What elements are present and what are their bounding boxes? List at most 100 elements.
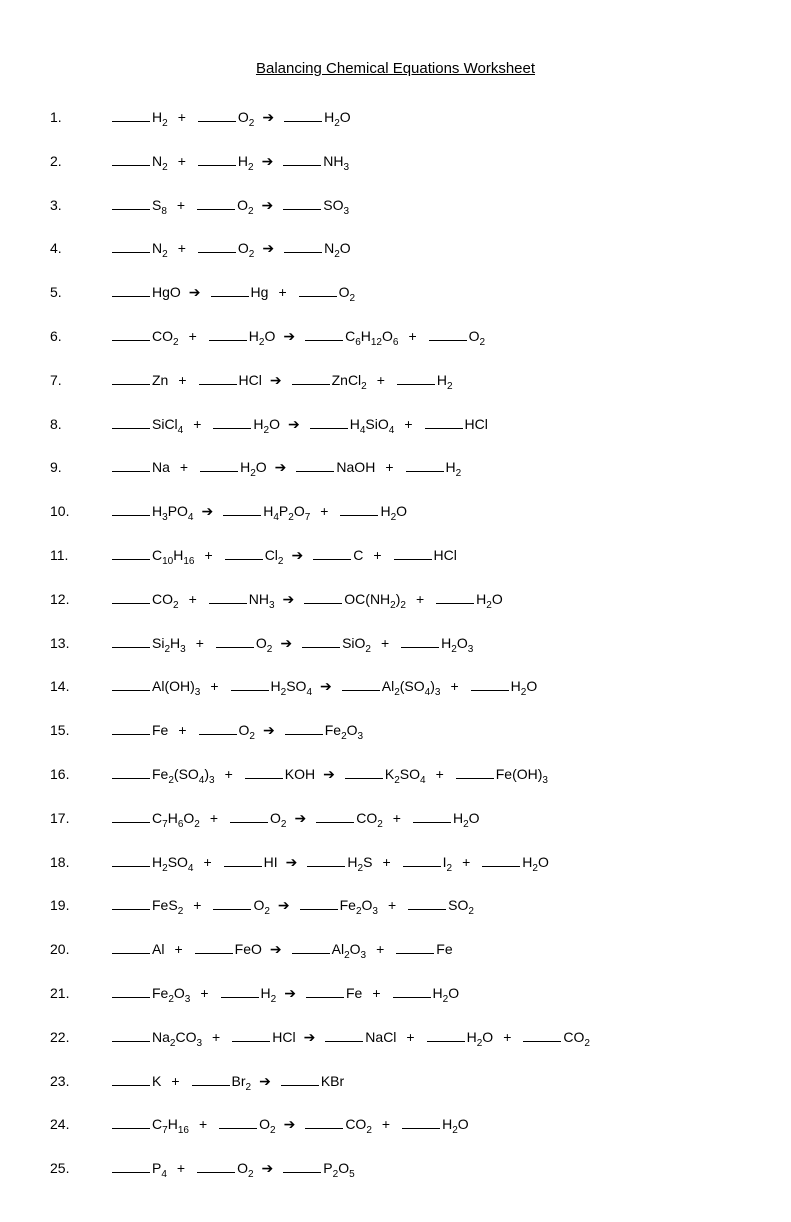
coefficient-blank[interactable] <box>316 808 354 823</box>
coefficient-blank[interactable] <box>216 633 254 648</box>
coefficient-blank[interactable] <box>401 633 439 648</box>
coefficient-blank[interactable] <box>325 1027 363 1042</box>
coefficient-blank[interactable] <box>471 676 509 691</box>
chemical-formula: NH3 <box>323 152 349 175</box>
coefficient-blank[interactable] <box>112 633 150 648</box>
coefficient-blank[interactable] <box>112 720 150 735</box>
coefficient-blank[interactable] <box>112 151 150 166</box>
coefficient-blank[interactable] <box>200 457 238 472</box>
coefficient-blank[interactable] <box>112 589 150 604</box>
coefficient-blank[interactable] <box>112 983 150 998</box>
coefficient-blank[interactable] <box>112 501 150 516</box>
coefficient-blank[interactable] <box>283 1158 321 1173</box>
coefficient-blank[interactable] <box>197 1158 235 1173</box>
coefficient-blank[interactable] <box>394 545 432 560</box>
coefficient-blank[interactable] <box>231 676 269 691</box>
coefficient-blank[interactable] <box>403 852 441 867</box>
coefficient-blank[interactable] <box>302 633 340 648</box>
coefficient-blank[interactable] <box>305 1114 343 1129</box>
coefficient-blank[interactable] <box>112 457 150 472</box>
coefficient-blank[interactable] <box>192 1071 230 1086</box>
coefficient-blank[interactable] <box>112 370 150 385</box>
coefficient-blank[interactable] <box>112 326 150 341</box>
coefficient-blank[interactable] <box>300 895 338 910</box>
coefficient-blank[interactable] <box>199 720 237 735</box>
coefficient-blank[interactable] <box>112 1158 150 1173</box>
coefficient-blank[interactable] <box>393 983 431 998</box>
coefficient-blank[interactable] <box>199 370 237 385</box>
coefficient-blank[interactable] <box>305 326 343 341</box>
coefficient-blank[interactable] <box>310 414 348 429</box>
coefficient-blank[interactable] <box>232 1027 270 1042</box>
coefficient-blank[interactable] <box>112 1027 150 1042</box>
coefficient-blank[interactable] <box>224 852 262 867</box>
coefficient-blank[interactable] <box>482 852 520 867</box>
coefficient-blank[interactable] <box>402 1114 440 1129</box>
coefficient-blank[interactable] <box>281 1071 319 1086</box>
coefficient-blank[interactable] <box>230 808 268 823</box>
coefficient-blank[interactable] <box>425 414 463 429</box>
coefficient-blank[interactable] <box>112 1114 150 1129</box>
coefficient-blank[interactable] <box>112 107 150 122</box>
coefficient-blank[interactable] <box>223 501 261 516</box>
coefficient-blank[interactable] <box>112 545 150 560</box>
coefficient-blank[interactable] <box>396 939 434 954</box>
coefficient-blank[interactable] <box>198 238 236 253</box>
coefficient-blank[interactable] <box>112 808 150 823</box>
coefficient-blank[interactable] <box>306 983 344 998</box>
coefficient-blank[interactable] <box>112 1071 150 1086</box>
coefficient-blank[interactable] <box>112 895 150 910</box>
coefficient-blank[interactable] <box>213 414 251 429</box>
coefficient-blank[interactable] <box>197 195 235 210</box>
coefficient-blank[interactable] <box>406 457 444 472</box>
coefficient-blank[interactable] <box>340 501 378 516</box>
coefficient-blank[interactable] <box>342 676 380 691</box>
coefficient-blank[interactable] <box>112 282 150 297</box>
coefficient-blank[interactable] <box>429 326 467 341</box>
problem-number: 7. <box>50 371 110 391</box>
coefficient-blank[interactable] <box>307 852 345 867</box>
coefficient-blank[interactable] <box>304 589 342 604</box>
coefficient-blank[interactable] <box>209 589 247 604</box>
coefficient-blank[interactable] <box>413 808 451 823</box>
coefficient-blank[interactable] <box>523 1027 561 1042</box>
coefficient-blank[interactable] <box>219 1114 257 1129</box>
coefficient-blank[interactable] <box>195 939 233 954</box>
coefficient-blank[interactable] <box>112 414 150 429</box>
coefficient-blank[interactable] <box>427 1027 465 1042</box>
coefficient-blank[interactable] <box>112 238 150 253</box>
coefficient-blank[interactable] <box>456 764 494 779</box>
coefficient-blank[interactable] <box>397 370 435 385</box>
coefficient-blank[interactable] <box>408 895 446 910</box>
coefficient-blank[interactable] <box>112 939 150 954</box>
coefficient-blank[interactable] <box>112 676 150 691</box>
coefficient-blank[interactable] <box>284 238 322 253</box>
coefficient-blank[interactable] <box>225 545 263 560</box>
coefficient-blank[interactable] <box>221 983 259 998</box>
coefficient-blank[interactable] <box>213 895 251 910</box>
term: H4SiO4 <box>308 414 395 438</box>
coefficient-blank[interactable] <box>112 852 150 867</box>
coefficient-blank[interactable] <box>313 545 351 560</box>
chemical-formula: H2O <box>467 1028 494 1051</box>
coefficient-blank[interactable] <box>198 107 236 122</box>
coefficient-blank[interactable] <box>209 326 247 341</box>
chemical-formula: HCl <box>465 415 488 435</box>
coefficient-blank[interactable] <box>296 457 334 472</box>
coefficient-blank[interactable] <box>285 720 323 735</box>
equation: Fe+ O2➔ Fe2O3 <box>110 720 363 744</box>
coefficient-blank[interactable] <box>245 764 283 779</box>
coefficient-blank[interactable] <box>198 151 236 166</box>
coefficient-blank[interactable] <box>345 764 383 779</box>
coefficient-blank[interactable] <box>283 151 321 166</box>
coefficient-blank[interactable] <box>284 107 322 122</box>
coefficient-blank[interactable] <box>436 589 474 604</box>
coefficient-blank[interactable] <box>299 282 337 297</box>
coefficient-blank[interactable] <box>292 939 330 954</box>
coefficient-blank[interactable] <box>211 282 249 297</box>
coefficient-blank[interactable] <box>292 370 330 385</box>
problem-row: 15. Fe+ O2➔ Fe2O3 <box>50 720 741 744</box>
coefficient-blank[interactable] <box>112 764 150 779</box>
coefficient-blank[interactable] <box>112 195 150 210</box>
coefficient-blank[interactable] <box>283 195 321 210</box>
